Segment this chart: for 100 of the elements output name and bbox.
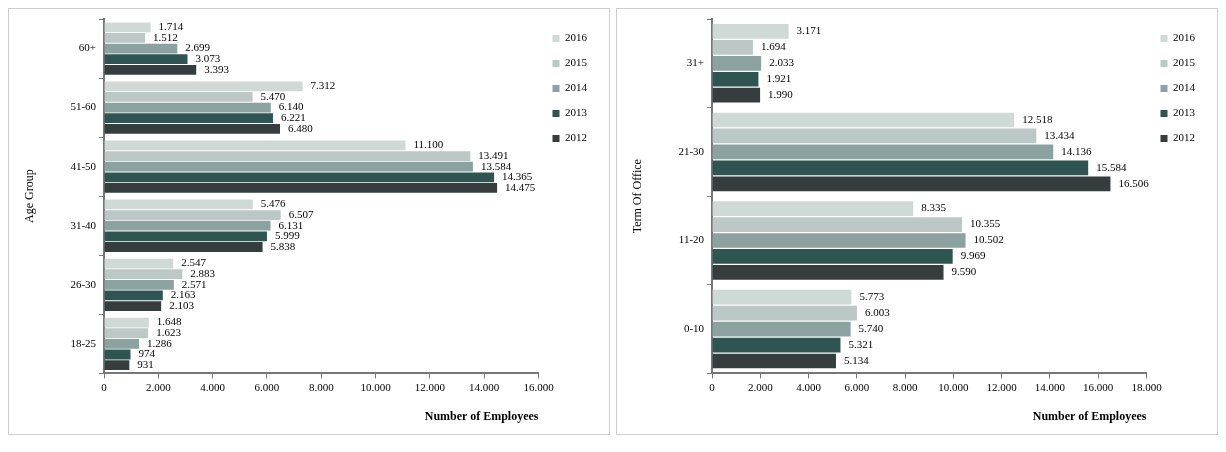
bar	[712, 128, 1037, 144]
data-label: 13.491	[478, 148, 509, 161]
data-label: 1.648	[156, 315, 183, 328]
x-tick-label: 6.000	[254, 380, 280, 393]
legend-label: 2015	[565, 56, 588, 69]
data-label: 2.547	[181, 256, 207, 269]
data-label: 1.714	[158, 20, 184, 33]
bar	[104, 301, 162, 311]
bar	[104, 210, 281, 220]
bar	[712, 160, 1089, 176]
bar	[712, 55, 762, 71]
bar	[104, 81, 303, 92]
x-tick-label: 10.000	[938, 380, 970, 393]
data-label: 1.286	[146, 336, 173, 349]
y-tick-label: 11-20	[678, 233, 705, 246]
x-tick-label: 16.000	[1083, 380, 1114, 393]
data-label: 5.838	[270, 239, 296, 252]
bar	[712, 144, 1054, 160]
data-label: 974	[138, 347, 156, 360]
bar	[712, 233, 966, 248]
data-label: 6.131	[278, 218, 304, 231]
y-tick-label: 31-40	[70, 218, 97, 231]
legend-label: 2013	[1173, 106, 1196, 119]
legend-label: 2016	[1173, 31, 1196, 44]
x-tick-label: 8.000	[308, 380, 335, 393]
data-label: 14.136	[1061, 144, 1092, 157]
y-tick-label: 26-30	[70, 277, 97, 290]
bar	[104, 269, 183, 280]
data-label: 5.773	[859, 290, 885, 303]
bar	[712, 289, 852, 305]
data-label: 1.921	[766, 72, 792, 85]
data-label: 2.883	[190, 267, 216, 280]
bar	[712, 87, 761, 103]
bar	[104, 113, 273, 124]
y-tick-label: 60+	[78, 41, 97, 54]
bar	[104, 64, 197, 75]
legend-label: 2014	[565, 81, 588, 94]
x-tick-label: 10.000	[360, 380, 392, 393]
data-label: 1.694	[760, 40, 787, 53]
legend-label: 2012	[565, 131, 587, 144]
x-axis-title: Number of Employees	[1032, 408, 1147, 423]
bar	[104, 172, 495, 183]
bar	[104, 140, 406, 151]
bar	[712, 112, 1015, 128]
bar	[104, 54, 188, 65]
bar	[104, 161, 473, 172]
bar	[104, 102, 271, 113]
data-label: 6.140	[278, 100, 305, 113]
x-tick-label: 0	[709, 380, 716, 393]
bar	[104, 290, 163, 301]
data-label: 7.312	[310, 79, 336, 92]
data-label: 10.502	[973, 233, 1004, 246]
bar	[104, 317, 149, 328]
legend-label: 2015	[1173, 56, 1196, 69]
data-label: 3.393	[204, 62, 230, 75]
data-label: 3.073	[195, 52, 221, 65]
bar	[712, 265, 944, 280]
data-label: 3.171	[796, 24, 822, 37]
bar	[104, 123, 281, 134]
legend-label: 2014	[1173, 81, 1196, 94]
x-tick-label: 12.000	[414, 380, 446, 393]
legend-label: 2013	[565, 106, 588, 119]
bar	[104, 349, 131, 360]
x-axis-title: Number of Employees	[424, 408, 539, 423]
data-label: 2.033	[769, 56, 795, 69]
data-label: 14.365	[502, 170, 533, 183]
data-label: 6.221	[280, 111, 306, 124]
x-tick-label: 6.000	[844, 380, 870, 393]
x-tick-label: 14.000	[1034, 380, 1066, 393]
data-label: 9.590	[951, 265, 977, 278]
legend-label: 2012	[1173, 131, 1195, 144]
data-label: 13.434	[1044, 128, 1076, 141]
x-tick-label: 0	[101, 380, 108, 393]
y-tick-label: 51-60	[70, 100, 97, 113]
bar	[712, 201, 914, 216]
data-label: 2.103	[169, 298, 195, 311]
bar	[104, 328, 149, 339]
data-label: 2.571	[181, 277, 207, 290]
data-label: 16.506	[1118, 176, 1150, 189]
bar	[104, 231, 267, 242]
data-label: 9.969	[960, 249, 986, 262]
bar	[712, 71, 759, 87]
bar	[712, 40, 753, 55]
y-tick-label: 18-25	[70, 336, 97, 349]
data-label: 8.335	[921, 201, 947, 214]
y-axis-title: Term Of Office	[630, 159, 645, 234]
bar	[104, 199, 253, 210]
bar	[712, 353, 836, 369]
x-tick-label: 4.000	[796, 380, 822, 393]
data-label: 10.355	[969, 217, 1001, 230]
data-label: 5.476	[260, 197, 286, 210]
bar	[712, 176, 1111, 192]
data-label: 2.699	[185, 41, 211, 54]
data-label: 5.470	[260, 89, 286, 102]
data-label: 1.990	[768, 88, 794, 101]
data-label: 6.480	[288, 121, 314, 134]
data-label: 15.584	[1096, 160, 1127, 173]
bar	[712, 217, 962, 232]
bar	[712, 305, 857, 321]
y-tick-label: 31+	[686, 56, 705, 69]
